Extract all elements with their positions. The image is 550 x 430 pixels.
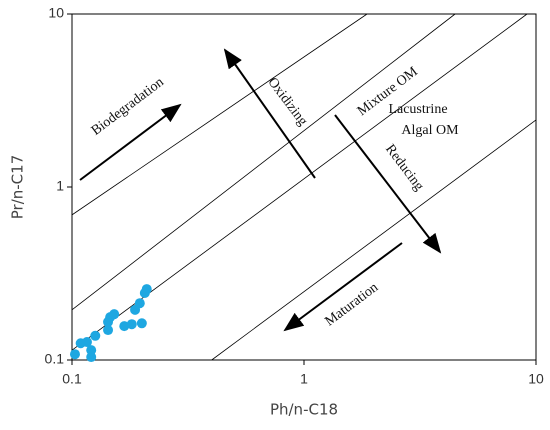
- arrow: [334, 114, 442, 254]
- y-tick-label: 10: [48, 5, 64, 21]
- point: [126, 319, 137, 330]
- plot-frame: [71, 13, 537, 361]
- point: [90, 330, 101, 341]
- y-axis-label: Pr/n-C17: [9, 155, 27, 219]
- reference-line: [211, 119, 537, 361]
- y-tick-label: 1: [56, 178, 64, 194]
- arrow: [223, 48, 316, 179]
- point: [136, 318, 147, 329]
- reference-line: [71, 13, 368, 216]
- annotation: Algal OM: [401, 123, 459, 138]
- y-tick-label: 0.1: [45, 351, 65, 367]
- annotation: Biodegradation: [89, 75, 167, 139]
- point: [134, 298, 145, 309]
- arrow: [283, 242, 403, 332]
- point: [141, 284, 152, 295]
- arrow: [79, 103, 182, 181]
- point: [109, 309, 120, 320]
- point: [81, 337, 92, 348]
- point: [103, 325, 114, 336]
- reference-line: [71, 13, 456, 311]
- point: [86, 345, 97, 356]
- annotation: Maturation: [322, 280, 381, 329]
- x-axis-label: Ph/n-C18: [270, 401, 338, 419]
- x-tick-label: 0.1: [62, 371, 82, 387]
- x-tick-label: 1: [300, 371, 308, 387]
- annotation: Lacustrine: [388, 102, 447, 117]
- x-tick-label: 10: [528, 371, 544, 387]
- point: [86, 352, 97, 363]
- point: [69, 349, 80, 360]
- point: [119, 321, 130, 332]
- annotation: Oxidizing: [264, 75, 310, 129]
